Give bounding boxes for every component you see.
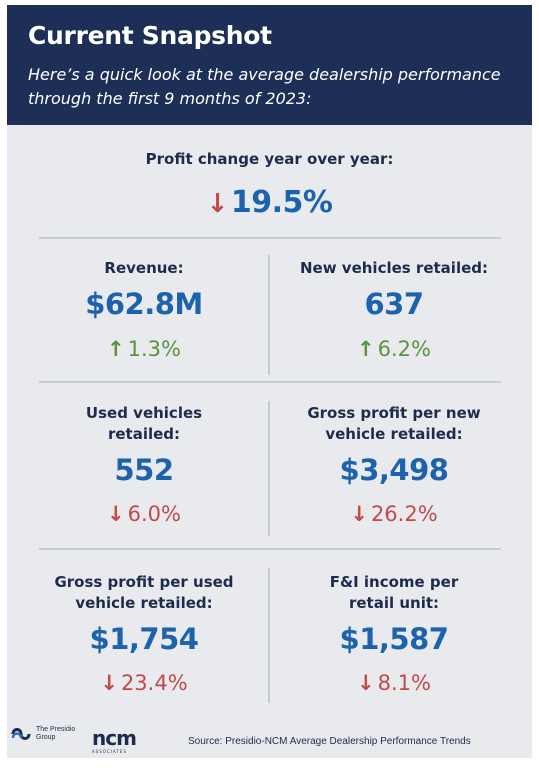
gp-new-change: ↓ 26.2% bbox=[279, 502, 509, 526]
arrow-down-icon: ↓ bbox=[350, 502, 368, 526]
presidio-logo: The Presidio Group bbox=[10, 723, 75, 749]
profit-change-value: ↓ 19.5% bbox=[7, 185, 532, 220]
fi-income-change-number: 8.1% bbox=[377, 671, 431, 695]
gp-new-change-number: 26.2% bbox=[370, 502, 438, 526]
column-divider bbox=[268, 255, 270, 375]
revenue-label: Revenue: bbox=[104, 259, 184, 277]
fi-income-change: ↓ 8.1% bbox=[279, 671, 509, 695]
ncm-logo-sub: ASSOCIATES bbox=[92, 749, 127, 754]
new-vehicles-label: New vehicles retailed: bbox=[300, 259, 488, 277]
new-vehicles-change: ↑ 6.2% bbox=[279, 337, 509, 361]
column-divider bbox=[268, 401, 270, 536]
fi-income-value: $1,587 bbox=[339, 622, 449, 656]
column-divider bbox=[268, 568, 270, 703]
gp-used-change: ↓ 23.4% bbox=[29, 671, 259, 695]
source-note: Source: Presidio-NCM Average Dealership … bbox=[188, 736, 471, 747]
revenue-value: $62.8M bbox=[85, 287, 203, 321]
used-vehicles-value: 552 bbox=[114, 453, 174, 487]
arrow-down-icon: ↓ bbox=[100, 671, 118, 695]
used-vehicles-label: Used vehicles retailed: bbox=[85, 404, 203, 443]
used-vehicles-change-number: 6.0% bbox=[127, 502, 181, 526]
header-banner: Current Snapshot Here’s a quick look at … bbox=[7, 5, 532, 125]
divider bbox=[39, 381, 501, 383]
presidio-logo-text: The Presidio Group bbox=[36, 726, 76, 741]
gp-used-value: $1,754 bbox=[89, 622, 199, 656]
arrow-down-icon: ↓ bbox=[357, 671, 375, 695]
fi-income-label: F&I income per retail unit: bbox=[329, 573, 459, 612]
arrow-down-icon: ↓ bbox=[206, 189, 229, 219]
revenue-change: ↑ 1.3% bbox=[29, 337, 259, 361]
arrow-down-icon: ↓ bbox=[107, 502, 125, 526]
revenue-change-number: 1.3% bbox=[127, 337, 181, 361]
gp-used-change-number: 23.4% bbox=[120, 671, 188, 695]
new-vehicles-change-number: 6.2% bbox=[377, 337, 431, 361]
gp-new-value: $3,498 bbox=[339, 453, 449, 487]
used-vehicles-change: ↓ 6.0% bbox=[29, 502, 259, 526]
new-vehicles-value: 637 bbox=[364, 287, 424, 321]
snapshot-card: Current Snapshot Here’s a quick look at … bbox=[7, 5, 532, 758]
profit-change-number: 19.5% bbox=[230, 185, 333, 220]
arrow-up-icon: ↑ bbox=[357, 337, 375, 361]
page-subtitle: Here’s a quick look at the average deale… bbox=[28, 65, 501, 108]
gp-new-label: Gross profit per new vehicle retailed: bbox=[307, 404, 481, 443]
ncm-logo-text: ncm bbox=[92, 726, 137, 750]
profit-change-label: Profit change year over year: bbox=[145, 150, 394, 168]
arrow-up-icon: ↑ bbox=[107, 337, 125, 361]
ncm-logo: ncm ASSOCIATES bbox=[92, 726, 137, 754]
page-title: Current Snapshot bbox=[28, 21, 272, 50]
divider bbox=[39, 237, 501, 239]
gp-used-label: Gross profit per used vehicle retailed: bbox=[54, 573, 234, 612]
presidio-mark-icon bbox=[11, 728, 31, 740]
divider bbox=[39, 548, 501, 550]
